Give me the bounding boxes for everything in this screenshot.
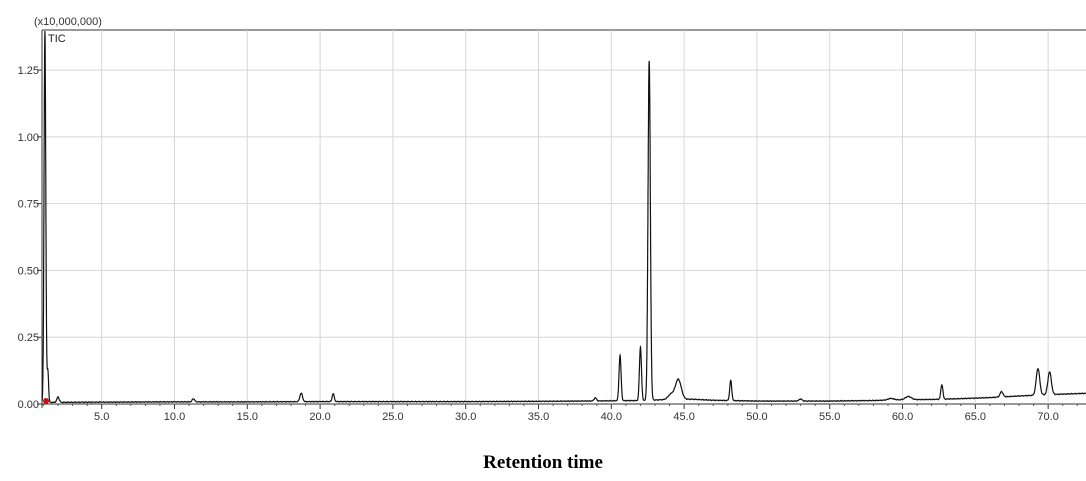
y-tick-label: 0.25 [18,332,39,344]
y-tick-label: 1.00 [18,132,39,144]
y-tick-label: 0.50 [18,265,39,277]
y-multiplier-label: (x10,000,000) [34,16,102,28]
grid-lines [41,29,1086,408]
x-tick-label: 20.0 [309,411,330,423]
x-tick-label: 65.0 [965,411,986,423]
x-tick-label: 45.0 [673,411,694,423]
y-tick-label: 0.00 [18,399,39,411]
axis-ticks: 5.0 10.0 15.0 20.0 25.0 30.0 35.0 40.0 45.0 50.0 5… [18,65,1078,423]
x-axis-title: Retention time [483,452,603,473]
x-tick-label: 35.0 [528,411,549,423]
x-tick-label: 5.0 [94,411,109,423]
x-tick-label: 15.0 [237,411,258,423]
x-tick-label: 55.0 [819,411,840,423]
start-marker [43,398,49,404]
series-line-tic [41,30,1086,404]
series-label-tic: TIC [48,33,66,45]
x-tick-label: 25.0 [382,411,403,423]
x-tick-label: 30.0 [455,411,476,423]
y-tick-label: 1.25 [18,65,39,77]
x-tick-label: 50.0 [746,411,767,423]
x-tick-label: 60.0 [892,411,913,423]
x-tick-label: 70.0 [1037,411,1058,423]
y-tick-label: 0.75 [18,199,39,211]
x-tick-label: 10.0 [164,411,185,423]
series-tic [41,30,1086,404]
x-tick-label: 40.0 [601,411,622,423]
